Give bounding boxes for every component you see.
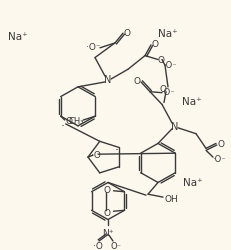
- Text: O⁻: O⁻: [110, 242, 122, 250]
- Text: O: O: [159, 85, 167, 94]
- Text: ·: ·: [115, 143, 119, 156]
- Text: O: O: [104, 208, 111, 217]
- Text: N: N: [104, 75, 112, 85]
- Text: O: O: [134, 77, 140, 86]
- Text: O: O: [152, 40, 158, 49]
- Text: O: O: [218, 140, 225, 148]
- Text: ·O⁻: ·O⁻: [86, 43, 100, 52]
- Text: Na⁺: Na⁺: [183, 178, 203, 188]
- Text: O: O: [158, 56, 164, 65]
- Text: ·O⁻: ·O⁻: [212, 154, 226, 163]
- Text: CH₃: CH₃: [69, 116, 84, 125]
- Text: N: N: [171, 122, 179, 131]
- Text: ·O⁻: ·O⁻: [163, 61, 177, 70]
- Text: O: O: [104, 186, 111, 194]
- Text: Na⁺: Na⁺: [182, 97, 202, 107]
- Text: ·: ·: [61, 120, 65, 133]
- Text: ·O: ·O: [93, 242, 103, 250]
- Text: ·O: ·O: [91, 150, 101, 159]
- Text: N⁺: N⁺: [102, 228, 114, 237]
- Text: ·O⁻: ·O⁻: [161, 88, 175, 97]
- Text: O: O: [65, 117, 72, 126]
- Text: Na⁺: Na⁺: [8, 32, 28, 42]
- Text: O: O: [124, 28, 131, 38]
- Text: Na⁺: Na⁺: [158, 29, 178, 39]
- Text: OH: OH: [164, 194, 178, 203]
